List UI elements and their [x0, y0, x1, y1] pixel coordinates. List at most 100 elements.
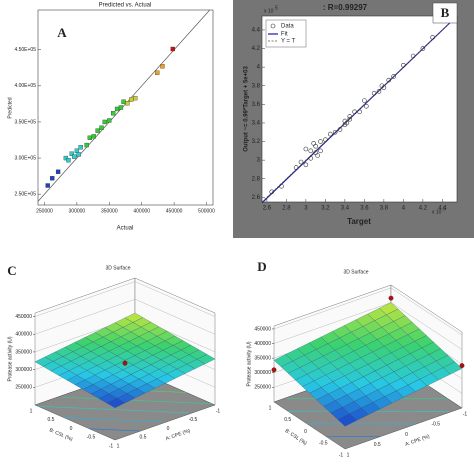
data-point [318, 148, 323, 154]
data-point [357, 109, 362, 115]
data-point [72, 154, 77, 159]
data-point [362, 98, 367, 103]
data-point [69, 151, 74, 156]
data-point [293, 165, 299, 170]
y-tick-label: 3.00E+05 [14, 155, 36, 161]
x-axis-label: Actual [117, 226, 134, 232]
data-point [401, 62, 406, 68]
x-tick-label: -1 [463, 411, 468, 417]
grid-line [34, 281, 216, 317]
data-point [78, 145, 83, 150]
data-point [160, 64, 165, 69]
x-tick-label: -1 [216, 408, 221, 414]
x-tick-label: 1 [117, 443, 120, 449]
panel-letter: A [57, 25, 67, 40]
data-point [420, 46, 426, 51]
data-point [364, 103, 369, 109]
legend-label: Data [281, 24, 294, 30]
z-tick-label: 300000 [15, 367, 32, 373]
panel-a-plot-area [37, 9, 214, 206]
axis-multiplier-exponent: 5 [443, 206, 446, 212]
data-point [279, 183, 284, 189]
data-point [155, 70, 160, 75]
y-tick-label: 4 [257, 65, 261, 71]
data-point [315, 153, 320, 158]
x-tick-label: 0.5 [374, 442, 381, 448]
data-point [298, 159, 304, 165]
data-point [323, 137, 328, 142]
legend-marker [270, 23, 276, 29]
data-point [303, 162, 309, 168]
y-tick-label: 2.50E+05 [14, 191, 36, 197]
x-tick-label: 3 [304, 206, 308, 212]
x-tick-label: 400000 [133, 208, 150, 214]
x-tick-label: 500000 [198, 208, 215, 214]
data-point [376, 89, 382, 94]
panel-letter: C [7, 263, 16, 278]
x-tick-label: 4.4 [438, 206, 447, 212]
y-tick-label: 3 [257, 158, 261, 164]
surface-patch [106, 398, 126, 408]
panel-letter: D [257, 259, 266, 274]
z-tick-label: 250000 [254, 385, 271, 391]
data-point [121, 99, 126, 104]
data-point [386, 77, 392, 83]
x-tick-label: -0.5 [189, 417, 198, 423]
y-tick-label: 3.6 [252, 102, 261, 108]
data-point [91, 134, 96, 139]
y-axis-label: Predicted [7, 97, 13, 118]
x-tick-label: 250000 [36, 208, 53, 214]
y-axis-label: Output ~= 0.99*Target + 5e+03 [244, 66, 250, 152]
z-tick-label: 400000 [15, 332, 32, 338]
data-point [107, 118, 112, 123]
x-axis-label: Target [347, 217, 371, 226]
z-tick-label: 450000 [15, 314, 32, 320]
data-point [352, 109, 357, 115]
x-tick-label: 1 [347, 452, 350, 458]
z-tick-label: 400000 [254, 341, 271, 347]
data-point [313, 143, 318, 149]
x-tick-label: 0.5 [140, 435, 147, 441]
x-tick-label: 0 [167, 426, 170, 432]
data-point [102, 119, 107, 125]
panel-letter: B [441, 5, 450, 20]
y-tick-label: 1 [30, 408, 33, 414]
data-point [45, 183, 50, 188]
data-point [111, 111, 116, 116]
z-tick-label: 350000 [15, 349, 32, 355]
x-tick-label: 4 [402, 206, 406, 212]
data-point [129, 97, 134, 102]
y-tick-label: 4.00E+05 [14, 83, 36, 89]
data-point [269, 189, 275, 195]
y-tick-label: 3.8 [252, 83, 261, 89]
design-point [122, 360, 128, 366]
reference-line [37, 9, 211, 202]
design-point [271, 367, 277, 373]
grid-line [273, 287, 463, 336]
data-point [308, 155, 314, 161]
axis-multiplier: x 10 [264, 8, 274, 14]
floor-contour [37, 405, 188, 414]
data-point [391, 74, 396, 79]
data-point [347, 114, 353, 119]
axis-multiplier-exponent: 5 [275, 5, 278, 11]
data-point [337, 127, 343, 132]
grid-line [34, 299, 216, 335]
data-point [84, 142, 89, 148]
data-point [327, 131, 333, 137]
floor-contour [89, 428, 140, 432]
surface-patch [337, 413, 357, 427]
x-tick-label: 2.8 [282, 206, 291, 212]
x-tick-label: 450000 [166, 208, 183, 214]
data-point [332, 129, 338, 135]
y-tick-label: 3.50E+05 [14, 119, 36, 125]
z-axis-label: Protease activity (U) [246, 341, 252, 386]
z-tick-label: 300000 [254, 370, 271, 376]
data-point [118, 105, 124, 110]
y-tick-label: 4.50E+05 [14, 47, 36, 53]
x-tick-label: 350000 [101, 208, 118, 214]
legend-label: Fit [281, 32, 288, 38]
data-point [125, 101, 130, 106]
y-tick-label: 0.5 [284, 417, 291, 423]
